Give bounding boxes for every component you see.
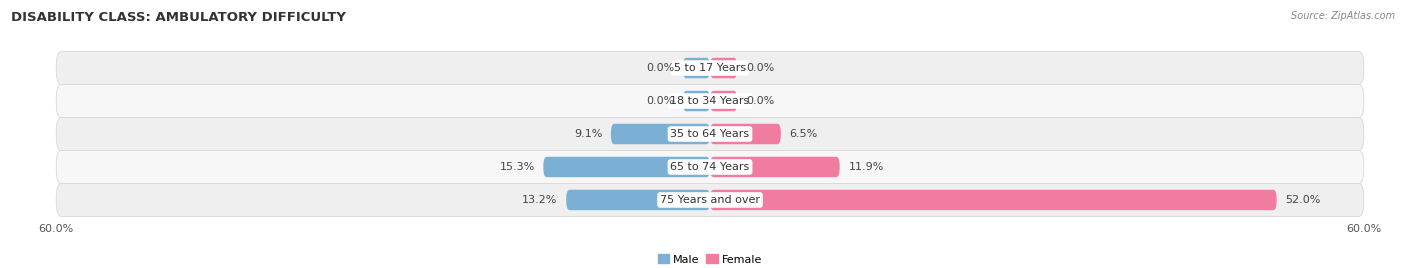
Text: 0.0%: 0.0% — [747, 96, 775, 106]
Text: 0.0%: 0.0% — [747, 63, 775, 73]
FancyBboxPatch shape — [56, 151, 1364, 184]
Text: 0.0%: 0.0% — [645, 96, 673, 106]
FancyBboxPatch shape — [710, 58, 737, 78]
Text: 52.0%: 52.0% — [1285, 195, 1320, 205]
Text: 35 to 64 Years: 35 to 64 Years — [671, 129, 749, 139]
FancyBboxPatch shape — [56, 184, 1364, 217]
Legend: Male, Female: Male, Female — [654, 250, 766, 268]
Text: 13.2%: 13.2% — [522, 195, 558, 205]
FancyBboxPatch shape — [710, 157, 839, 177]
FancyBboxPatch shape — [683, 91, 710, 111]
Text: 15.3%: 15.3% — [499, 162, 534, 172]
FancyBboxPatch shape — [567, 190, 710, 210]
FancyBboxPatch shape — [710, 190, 1277, 210]
Text: Source: ZipAtlas.com: Source: ZipAtlas.com — [1291, 11, 1395, 21]
Text: 9.1%: 9.1% — [574, 129, 602, 139]
Text: 18 to 34 Years: 18 to 34 Years — [671, 96, 749, 106]
Text: 0.0%: 0.0% — [645, 63, 673, 73]
Text: 11.9%: 11.9% — [848, 162, 884, 172]
FancyBboxPatch shape — [56, 117, 1364, 151]
FancyBboxPatch shape — [56, 51, 1364, 84]
FancyBboxPatch shape — [610, 124, 710, 144]
FancyBboxPatch shape — [56, 84, 1364, 117]
FancyBboxPatch shape — [710, 91, 737, 111]
FancyBboxPatch shape — [683, 58, 710, 78]
FancyBboxPatch shape — [710, 124, 780, 144]
Text: 65 to 74 Years: 65 to 74 Years — [671, 162, 749, 172]
Text: DISABILITY CLASS: AMBULATORY DIFFICULTY: DISABILITY CLASS: AMBULATORY DIFFICULTY — [11, 11, 346, 24]
Text: 75 Years and over: 75 Years and over — [659, 195, 761, 205]
Text: 5 to 17 Years: 5 to 17 Years — [673, 63, 747, 73]
FancyBboxPatch shape — [543, 157, 710, 177]
Text: 6.5%: 6.5% — [790, 129, 818, 139]
